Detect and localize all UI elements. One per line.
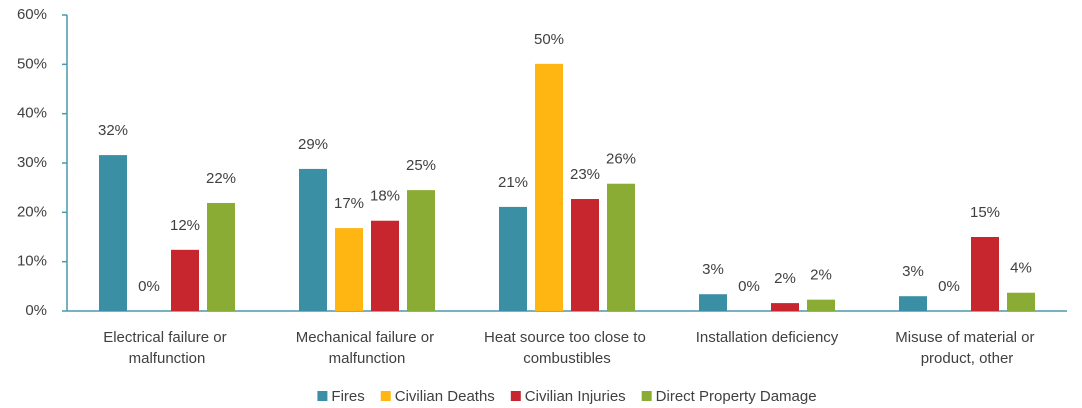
- data-label: 50%: [534, 31, 564, 48]
- legend-swatch: [317, 391, 328, 401]
- x-tick-line: Mechanical failure or: [296, 329, 439, 346]
- legend-label: Civilian Injuries: [525, 388, 626, 405]
- x-tick-label: Heat source too close to combustibles: [484, 329, 650, 367]
- bar: [371, 220, 399, 311]
- x-tick-line: Heat source too close to: [484, 329, 650, 346]
- x-tick-line: malfunction: [129, 350, 206, 367]
- legend-swatch: [380, 391, 391, 401]
- x-tick-line: Misuse of material or: [895, 329, 1038, 346]
- bar: [1007, 292, 1035, 311]
- bar: [335, 228, 363, 311]
- data-label: 0%: [138, 278, 160, 295]
- x-tick-line: Installation deficiency: [696, 329, 839, 346]
- data-label: 22%: [206, 170, 236, 187]
- y-tick-label: 20%: [17, 203, 47, 220]
- data-label: 17%: [334, 195, 364, 212]
- bar: [807, 299, 835, 311]
- data-label: 29%: [298, 136, 328, 153]
- bar: [99, 155, 127, 311]
- bar: [571, 199, 599, 311]
- data-label: 4%: [1010, 260, 1032, 277]
- data-label: 0%: [938, 278, 960, 295]
- y-tick-label: 40%: [17, 105, 47, 122]
- bar: [299, 168, 327, 311]
- bar: [407, 190, 435, 311]
- legend-label: Civilian Deaths: [395, 388, 495, 405]
- legend-label: Fires: [331, 388, 364, 405]
- bar: [535, 63, 563, 312]
- x-tick-label: Installation deficiency: [696, 329, 839, 346]
- data-label: 3%: [702, 261, 724, 278]
- bar: [607, 183, 635, 311]
- x-tick-line: Electrical failure or: [103, 329, 231, 346]
- y-tick-label: 10%: [17, 253, 47, 270]
- x-tick-label: Misuse of material or product, other: [895, 329, 1038, 367]
- data-label: 32%: [98, 122, 128, 139]
- bar: [699, 294, 727, 311]
- bar: [971, 237, 999, 311]
- bar: [899, 296, 927, 311]
- data-label: 2%: [774, 270, 796, 287]
- data-label: 15%: [970, 204, 1000, 221]
- data-label: 18%: [370, 188, 400, 205]
- x-tick-label: Mechanical failure or malfunction: [296, 329, 439, 367]
- data-label: 2%: [810, 267, 832, 284]
- legend: Fires Civilian Deaths Civilian Injuries Dir…: [317, 388, 817, 405]
- x-tick-label: Electrical failure or malfunction: [103, 329, 231, 367]
- legend-label: Direct Property Damage: [656, 388, 817, 405]
- x-tick-line: product, other: [921, 350, 1014, 367]
- x-tick-line: malfunction: [329, 350, 406, 367]
- y-tick-label: 0%: [25, 302, 47, 319]
- data-label: 23%: [570, 166, 600, 183]
- y-tick-label: 30%: [17, 154, 47, 171]
- data-label: 25%: [406, 157, 436, 174]
- data-label: 26%: [606, 151, 636, 168]
- bar: [771, 303, 799, 311]
- legend-swatch: [641, 391, 652, 401]
- bar: [171, 249, 199, 311]
- bar: [499, 206, 527, 311]
- data-label: 12%: [170, 217, 200, 234]
- data-label: 3%: [902, 263, 924, 280]
- x-tick-line: combustibles: [523, 350, 611, 367]
- y-tick-label: 50%: [17, 55, 47, 72]
- data-label: 0%: [738, 278, 760, 295]
- y-tick-label: 60%: [17, 6, 47, 23]
- legend-swatch: [510, 391, 521, 401]
- data-label: 21%: [498, 174, 528, 191]
- bar: [207, 202, 235, 311]
